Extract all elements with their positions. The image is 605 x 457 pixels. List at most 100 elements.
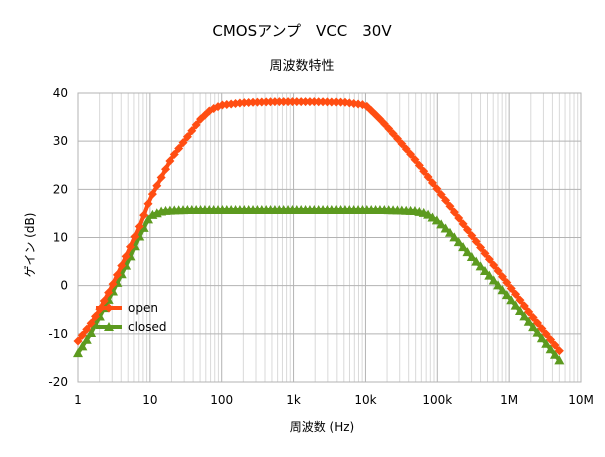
y-tick-label: 0 (60, 279, 68, 293)
data-point-diamond (147, 189, 157, 199)
x-tick-label: 1 (74, 393, 82, 407)
data-point-triangle (479, 265, 490, 275)
data-point-diamond (121, 251, 131, 261)
data-point-diamond (449, 207, 459, 217)
x-tick-label: 1k (286, 393, 301, 407)
data-point-diamond (445, 201, 455, 211)
data-point-diamond (388, 129, 398, 139)
data-point-triangle (431, 215, 442, 225)
data-point-diamond (139, 210, 149, 220)
y-tick-label: 20 (53, 182, 68, 196)
data-point-triangle (453, 237, 464, 247)
x-tick-label: 10 (142, 393, 157, 407)
data-point-diamond (187, 126, 197, 136)
data-point-triangle (81, 334, 92, 344)
data-point-triangle (77, 341, 88, 351)
data-point-triangle (528, 322, 539, 332)
data-point-diamond (532, 318, 542, 328)
chart-title: CMOSアンプ VCC 30V (212, 22, 392, 40)
data-point-triangle (519, 311, 530, 321)
data-point-triangle (549, 349, 560, 359)
data-point-triangle (436, 219, 447, 229)
data-point-diamond (423, 172, 433, 182)
data-point-diamond (528, 313, 538, 323)
data-point-diamond (506, 283, 516, 293)
data-point-diamond (169, 149, 179, 159)
data-point-triangle (523, 316, 534, 326)
data-point-diamond (436, 190, 446, 200)
data-point-diamond (410, 155, 420, 165)
data-point-diamond (458, 219, 468, 229)
x-axis-ticks: 1 10 100 1k 10k 100k 1M 10M (74, 393, 594, 407)
data-point-triangle (440, 223, 451, 233)
data-point-triangle (506, 295, 517, 305)
data-point-triangle (143, 214, 154, 224)
data-point-triangle (444, 227, 455, 237)
x-tick-label: 10M (568, 393, 594, 407)
data-point-triangle (510, 300, 521, 310)
legend-label: open (128, 301, 158, 315)
data-point-diamond (537, 324, 547, 334)
data-point-triangle (514, 305, 525, 315)
data-point-diamond (471, 237, 481, 247)
data-point-diamond (480, 248, 490, 258)
data-point-diamond (156, 172, 166, 182)
data-point-triangle (493, 280, 504, 290)
data-point-diamond (99, 296, 109, 306)
data-point-diamond (384, 124, 394, 134)
data-point-diamond (502, 278, 512, 288)
data-point-diamond (414, 160, 424, 170)
data-point-triangle (104, 322, 114, 331)
data-point-diamond (108, 279, 118, 289)
y-tick-label: 30 (53, 134, 68, 148)
data-point-diamond (550, 340, 560, 350)
data-point-diamond (375, 114, 385, 124)
data-point-diamond (91, 311, 101, 321)
data-point-diamond (554, 346, 564, 356)
data-point-diamond (493, 266, 503, 276)
data-point-diamond (104, 288, 114, 298)
series-closed (73, 205, 565, 365)
y-axis-ticks: -20 -10 0 10 20 30 40 (48, 86, 68, 389)
x-tick-label: 10k (354, 393, 376, 407)
data-point-triangle (488, 275, 499, 285)
chart-subtitle: 周波数特性 (269, 59, 334, 74)
data-point-diamond (467, 231, 477, 241)
data-point-diamond (489, 260, 499, 270)
data-point-diamond (112, 270, 122, 280)
x-tick-label: 1M (500, 393, 518, 407)
y-tick-label: -10 (48, 327, 68, 341)
data-point-diamond (441, 195, 451, 205)
data-point-triangle (532, 327, 543, 337)
grid-major (77, 92, 582, 383)
data-point-triangle (458, 242, 469, 252)
series-open (73, 97, 564, 356)
data-point-triangle (86, 327, 97, 337)
data-point-diamond (165, 156, 175, 166)
data-point-diamond (462, 225, 472, 235)
data-point-triangle (471, 256, 482, 266)
y-axis-label: ゲイン (dB) (23, 213, 37, 278)
plot-frame (77, 92, 582, 383)
data-point-diamond (104, 303, 114, 313)
data-point-diamond (134, 221, 144, 231)
data-point-diamond (524, 307, 534, 317)
data-point-diamond (511, 289, 521, 299)
legend-item-closed: closed (96, 320, 167, 334)
data-point-diamond (77, 330, 87, 340)
data-point-diamond (86, 318, 96, 328)
x-axis-label: 周波数 (Hz) (290, 419, 355, 434)
y-tick-label: 10 (53, 231, 68, 245)
x-tick-label: 100k (422, 393, 452, 407)
data-point-diamond (427, 178, 437, 188)
data-point-diamond (117, 261, 127, 271)
series-layer (73, 97, 565, 365)
y-tick-label: -20 (48, 375, 68, 389)
data-point-triangle (541, 338, 552, 348)
data-point-diamond (152, 181, 162, 191)
data-point-diamond (454, 213, 464, 223)
data-point-diamond (484, 254, 494, 264)
data-point-diamond (401, 144, 411, 154)
